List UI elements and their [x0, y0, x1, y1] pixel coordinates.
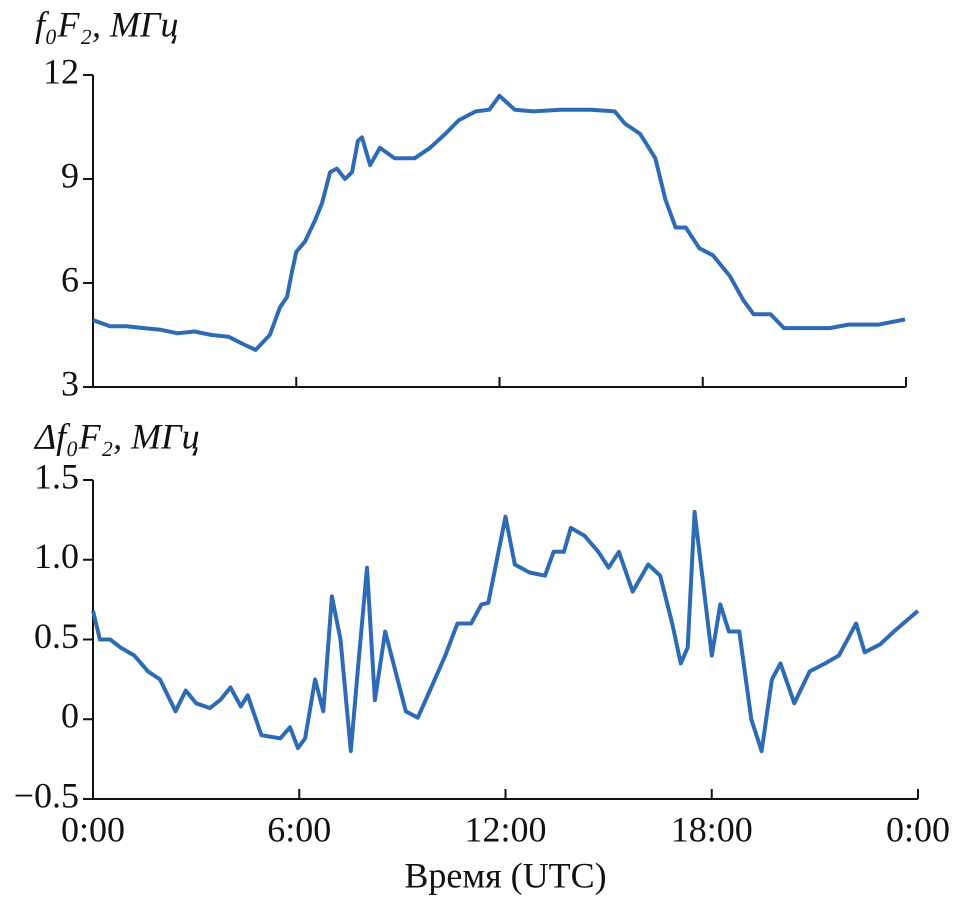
- x-tick-label: 18:00: [671, 809, 753, 849]
- y-tick-label: 1.5: [34, 456, 79, 496]
- y-tick-label: 3: [61, 363, 79, 403]
- x-tick-label: 6:00: [267, 809, 331, 849]
- x-tick-label: 12:00: [464, 809, 546, 849]
- data-line: [91, 509, 920, 754]
- panel-title: f₀F₂, МГц: [35, 4, 179, 44]
- y-tick-label: 12: [43, 51, 79, 91]
- x-tick-label: 0:00: [886, 809, 950, 849]
- panel-title: Δf₀F₂, МГц: [33, 416, 200, 456]
- y-tick-label: 0.5: [34, 616, 79, 656]
- data-line: [92, 93, 906, 352]
- y-tick-label: −0.5: [14, 775, 79, 815]
- y-tick-label: 0: [61, 696, 79, 736]
- x-axis-label: Время (UTC): [404, 855, 606, 895]
- y-tick-label: 1.0: [34, 536, 79, 576]
- y-tick-label: 9: [61, 155, 79, 195]
- x-tick-label: 0:00: [61, 809, 125, 849]
- y-tick-label: 6: [61, 259, 79, 299]
